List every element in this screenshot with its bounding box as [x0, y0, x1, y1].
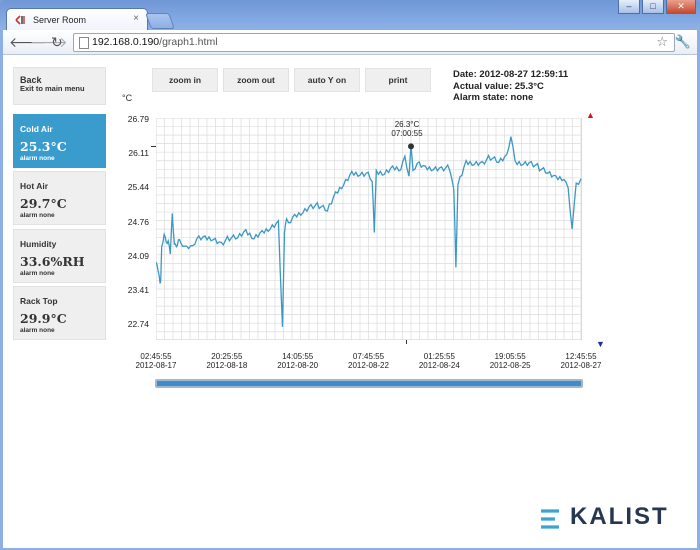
temperature-chart[interactable] [156, 118, 582, 340]
wrench-menu-icon[interactable]: 🔧 [674, 34, 691, 49]
sensor-status: alarm none [20, 212, 55, 219]
x-tick-date: 2012-08-20 [277, 360, 319, 370]
scroll-down-icon[interactable]: ▼ [596, 339, 605, 349]
y-tick-label: 26.79 [127, 114, 149, 124]
x-tick-label: 14:05:55 2012-08-20 [268, 352, 328, 370]
kalist-favicon-icon [15, 15, 25, 25]
sensor-status: alarm none [20, 327, 55, 334]
info-date: Date: 2012-08-27 12:59:11 [453, 69, 569, 80]
y-tick-label: 24.09 [127, 250, 149, 261]
sensor-status: alarm none [20, 270, 55, 277]
info-alarm-state: Alarm state: none [453, 92, 534, 103]
x-tick-time: 19:05:55 [494, 352, 526, 361]
sensor-label: Hot Air [20, 181, 49, 191]
info-actual-value: Actual value: 25.3°C [453, 80, 544, 92]
x-tick-time: 01:25:55 [423, 352, 455, 361]
x-tick-time: 14:05:55 [282, 352, 314, 361]
hover-tooltip: 26.3°C 07:00:55 [387, 120, 427, 138]
window-controls: – □ ✕ [616, 0, 696, 14]
window-close-icon[interactable]: ✕ [666, 0, 696, 14]
sensor-label: Rack Top [20, 296, 58, 306]
y-tick-label: 25.44 [127, 182, 149, 193]
sensor-value: 25.3°C [20, 139, 67, 154]
tab-close-icon[interactable]: × [133, 13, 139, 24]
x-tick-date: 2012-08-27 [560, 360, 602, 370]
sensor-label: Cold Air [20, 124, 53, 134]
x-tick-label: 19:05:55 2012-08-25 [480, 352, 540, 370]
maximize-icon[interactable]: □ [642, 0, 664, 14]
sensor-value: 29.7°C [20, 196, 67, 211]
back-arrow-icon[interactable]: 🡐 [9, 34, 47, 50]
kalist-logo-icon [541, 509, 559, 529]
sensor-button-hot-air[interactable]: Hot Air 29.7°C alarm none [13, 171, 106, 225]
back-sublabel: Exit to main menu [20, 84, 85, 93]
x-tick-date: 2012-08-18 [206, 360, 248, 370]
browser-tab[interactable]: Server Room × [6, 8, 148, 32]
tab-title: Server Room [33, 15, 87, 25]
x-tick-date: 2012-08-17 [135, 360, 177, 370]
y-tick-label: 22.74 [127, 319, 149, 330]
sensor-button-humidity[interactable]: Humidity 33.6%RH alarm none [13, 229, 106, 283]
time-range-scrollbar[interactable] [155, 379, 583, 388]
sensor-button-rack-top[interactable]: Rack Top 29.9°C alarm none [13, 286, 106, 340]
new-tab-button[interactable] [145, 13, 175, 29]
minimize-icon[interactable]: – [618, 0, 640, 14]
y-tick-label: 23.41 [127, 285, 149, 295]
browser-toolbar: 🡐 🡒 ↻ 192.168.0.190/graph1.html ☆ 🔧 [3, 30, 697, 55]
url-text[interactable]: 192.168.0.190/graph1.html [92, 36, 218, 48]
sensor-button-cold-air[interactable]: Cold Air 25.3°C alarm none [13, 114, 106, 168]
x-tick-time: 02:45:55 [140, 352, 172, 361]
tooltip-time: 07:00:55 [391, 129, 423, 138]
y-axis-unit: °C [122, 93, 133, 103]
x-tick-date: 2012-08-24 [418, 360, 460, 370]
hover-point[interactable] [407, 143, 414, 150]
x-tick-label: 01:25:55 2012-08-24 [409, 352, 469, 370]
back-button[interactable]: Back Exit to main menu [13, 67, 106, 105]
sensor-label: Humidity [20, 239, 57, 249]
series-line [156, 136, 582, 327]
print-button[interactable]: print [365, 68, 431, 92]
y-marker-tick [151, 146, 156, 147]
forward-arrow-icon[interactable]: 🡒 [30, 34, 68, 50]
tooltip-value: 26.3°C [394, 120, 420, 129]
address-bar[interactable]: 192.168.0.190/graph1.html ☆ [73, 33, 675, 52]
sensor-value: 29.9°C [20, 311, 67, 326]
x-tick-label: 20:25:55 2012-08-18 [197, 352, 257, 370]
x-tick-time: 20:25:55 [211, 352, 243, 361]
page-content: Back Exit to main menu Cold Air 25.3°C ala… [3, 55, 697, 548]
page-icon [79, 37, 89, 49]
scroll-up-icon[interactable]: ▲ [586, 110, 595, 120]
x-tick-time: 07:45:55 [352, 352, 385, 361]
reading-info: Date: 2012-08-27 12:59:11 Actual value: … [453, 69, 568, 104]
sensor-value: 33.6%RH [20, 254, 85, 269]
bookmark-star-icon[interactable]: ☆ [656, 34, 668, 49]
y-tick-label: 26.11 [128, 148, 149, 159]
auto-y-button[interactable]: auto Y on [294, 68, 360, 92]
kalist-brand-text: KALIST [570, 503, 669, 530]
x-tick-label: 12:45:55 2012-08-27 [551, 352, 611, 370]
x-tick-label: 07:45:55 2012-08-22 [339, 352, 399, 370]
x-tick-label: 02:45:55 2012-08-17 [126, 352, 186, 370]
sensor-status: alarm none [20, 155, 55, 162]
back-label: Back [20, 75, 42, 85]
reload-icon[interactable]: ↻ [51, 34, 63, 50]
x-marker-tick [406, 338, 407, 344]
zoom-out-button[interactable]: zoom out [223, 68, 289, 92]
x-tick-date: 2012-08-25 [489, 360, 531, 370]
y-tick-label: 24.76 [127, 216, 149, 227]
zoom-in-button[interactable]: zoom in [152, 68, 218, 92]
x-tick-date: 2012-08-22 [348, 360, 389, 370]
x-tick-time: 12:45:55 [565, 352, 597, 361]
